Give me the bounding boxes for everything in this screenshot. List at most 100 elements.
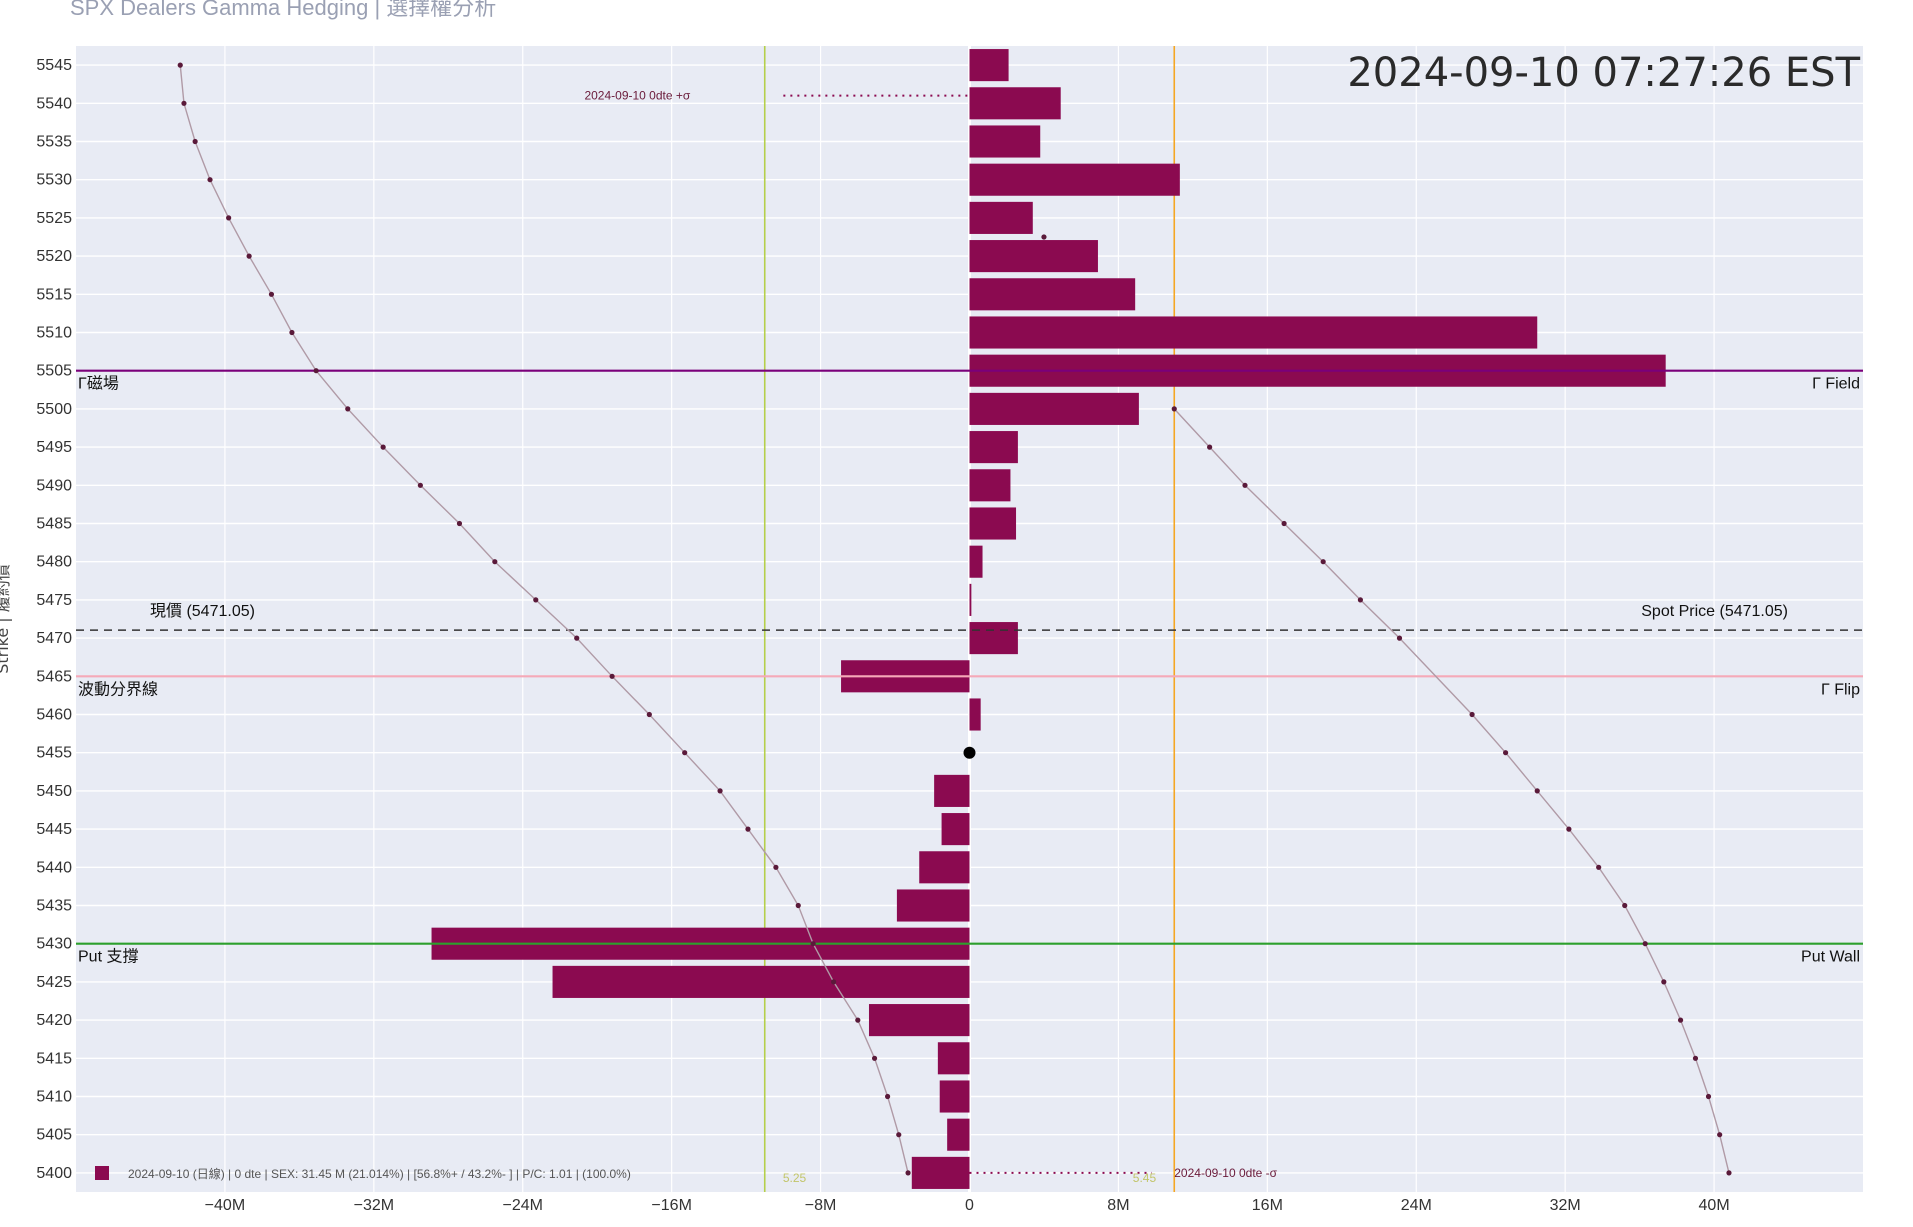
y-tick-label: 5455 [36,745,72,762]
put-curve-point [177,62,183,68]
put-curve-point [345,406,351,412]
put-curve-point [456,520,463,527]
call-curve-point [1717,1132,1723,1138]
put-curve-point [246,253,252,259]
y-tick-label: 5520 [36,248,72,265]
y-tick-label: 5465 [36,668,72,685]
y-tick-label: 5415 [36,1050,72,1067]
y-tick-label: 5420 [36,1012,72,1029]
y-tick-label: 5510 [36,325,72,342]
call-curve-point [1622,902,1628,909]
call-curve-point [1396,635,1403,641]
x-tick-label: 0 [965,1197,974,1214]
call-curve-point [1566,826,1572,832]
x-tick-label: −24M [503,1197,543,1214]
x-tick-label: 8M [1107,1197,1129,1214]
put-curve-point [773,864,779,870]
y-tick-label: 5485 [36,516,72,533]
call-curve-point [1469,711,1475,718]
x-tick-label: −8M [805,1197,837,1214]
gex-bar [969,278,1136,311]
gex-bar [969,507,1017,540]
y-tick-label: 5475 [36,592,72,609]
call-curve-point [1242,482,1248,488]
curve-marker-point [1041,234,1047,240]
put-curve-point [181,100,187,106]
put-curve-point [380,444,386,450]
put-curve-point [884,1093,891,1100]
y-tick-label: 5445 [36,821,72,838]
call-curve-point [1677,1017,1684,1023]
put-curve-point [871,1055,878,1061]
put-curve-point [226,215,232,221]
gex-bar [969,163,1180,196]
legend-swatch [95,1166,109,1180]
x-tick-label: 24M [1401,1197,1432,1214]
y-tick-label: 5495 [36,439,72,456]
put-curve-point [795,902,801,909]
gex-bar [911,1156,970,1189]
gex-bar [969,545,983,578]
call-curve-point [1171,406,1177,412]
call-curve-point [1692,1055,1699,1061]
call-curve-point [1281,520,1287,527]
y-tick-label: 5540 [36,95,72,112]
gex-bar [969,87,1061,120]
legend-text: 2024-09-10 (日線) | 0 dte | SEX: 31.45 M (… [128,1166,631,1181]
sigma-annotation-label: 2024-09-10 0dte +σ [584,89,690,103]
y-tick-label: 5490 [36,477,72,494]
gex-bar [969,316,1538,349]
gex-bar [939,1080,970,1113]
sigma-annotation-label: 2024-09-10 0dte -σ [1174,1166,1277,1180]
reference-line-right-label: Spot Price (5471.05) [1641,603,1788,620]
put-curve-point [682,750,688,756]
put-curve-point [855,1017,861,1023]
reference-line-left-label: 波動分界線 [78,680,158,698]
reference-line-left-label: 現價 (5471.05) [150,602,255,620]
call-curve-point [1726,1170,1732,1176]
y-tick-label: 5410 [36,1089,72,1106]
put-curve-point [192,138,198,145]
gex-bar [969,622,1018,655]
put-curve-point [896,1132,902,1138]
gex-bar [969,49,1009,82]
y-tick-label: 5435 [36,898,72,915]
gex-bar [969,240,1098,273]
timestamp-label: 2024-09-10 07:27:26 EST [1347,50,1860,96]
put-curve-point [533,597,539,603]
put-curve-point [313,368,319,374]
put-curve-point [492,559,498,565]
reference-line-right-label: Γ Flip [1821,681,1860,698]
put-curve-point [646,711,652,718]
reference-line-right-label: Put Wall [1801,949,1860,966]
gex-bar [969,431,1018,464]
y-tick-label: 5430 [36,936,72,953]
put-curve-point [717,788,723,794]
y-axis-label: Strike | 履約價 [0,564,12,674]
put-curve-point [609,673,615,679]
put-curve-point [417,482,423,488]
y-tick-label: 5450 [36,783,72,800]
reference-line-right-label: Γ Field [1812,376,1860,393]
y-tick-label: 5525 [36,210,72,227]
x-tick-label: 16M [1252,1197,1283,1214]
gex-bar [896,889,970,922]
y-tick-label: 5545 [36,57,72,74]
call-curve-point [1357,597,1364,603]
put-curve-point [810,941,816,947]
gex-bar [941,813,970,846]
y-tick-label: 5405 [36,1127,72,1144]
sigma-bottom-label: 5.45 [1133,1171,1157,1185]
call-curve-point [1661,979,1667,985]
y-tick-label: 5480 [36,554,72,571]
x-tick-label: −16M [651,1197,691,1214]
y-tick-label: 5440 [36,859,72,876]
x-tick-label: 40M [1699,1197,1730,1214]
gex-bar [934,774,970,807]
put-curve-point [289,329,295,336]
x-tick-label: −32M [354,1197,394,1214]
gex-bar [947,1118,970,1151]
y-tick-label: 5505 [36,363,72,380]
reference-line-left-label: Γ磁場 [78,375,119,393]
call-curve-point [1207,444,1213,450]
